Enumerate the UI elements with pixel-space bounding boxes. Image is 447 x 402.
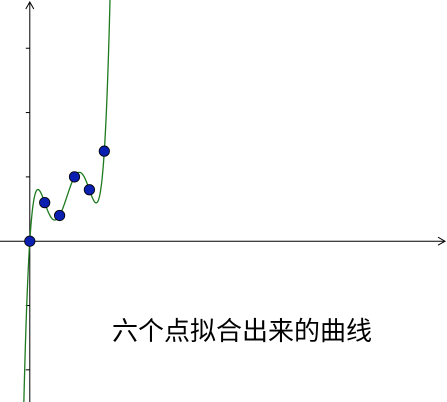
fitted-curve [23,0,111,402]
data-points [24,145,110,247]
data-point [98,145,110,157]
data-point [68,171,81,183]
data-point [39,197,51,209]
y-axis-arrow [25,0,35,10]
data-point [24,235,36,247]
chart-title: 六个点拟合出来的曲线 [112,317,372,347]
x-axis-arrow [437,236,447,246]
data-point [83,184,96,196]
data-point [53,209,66,222]
